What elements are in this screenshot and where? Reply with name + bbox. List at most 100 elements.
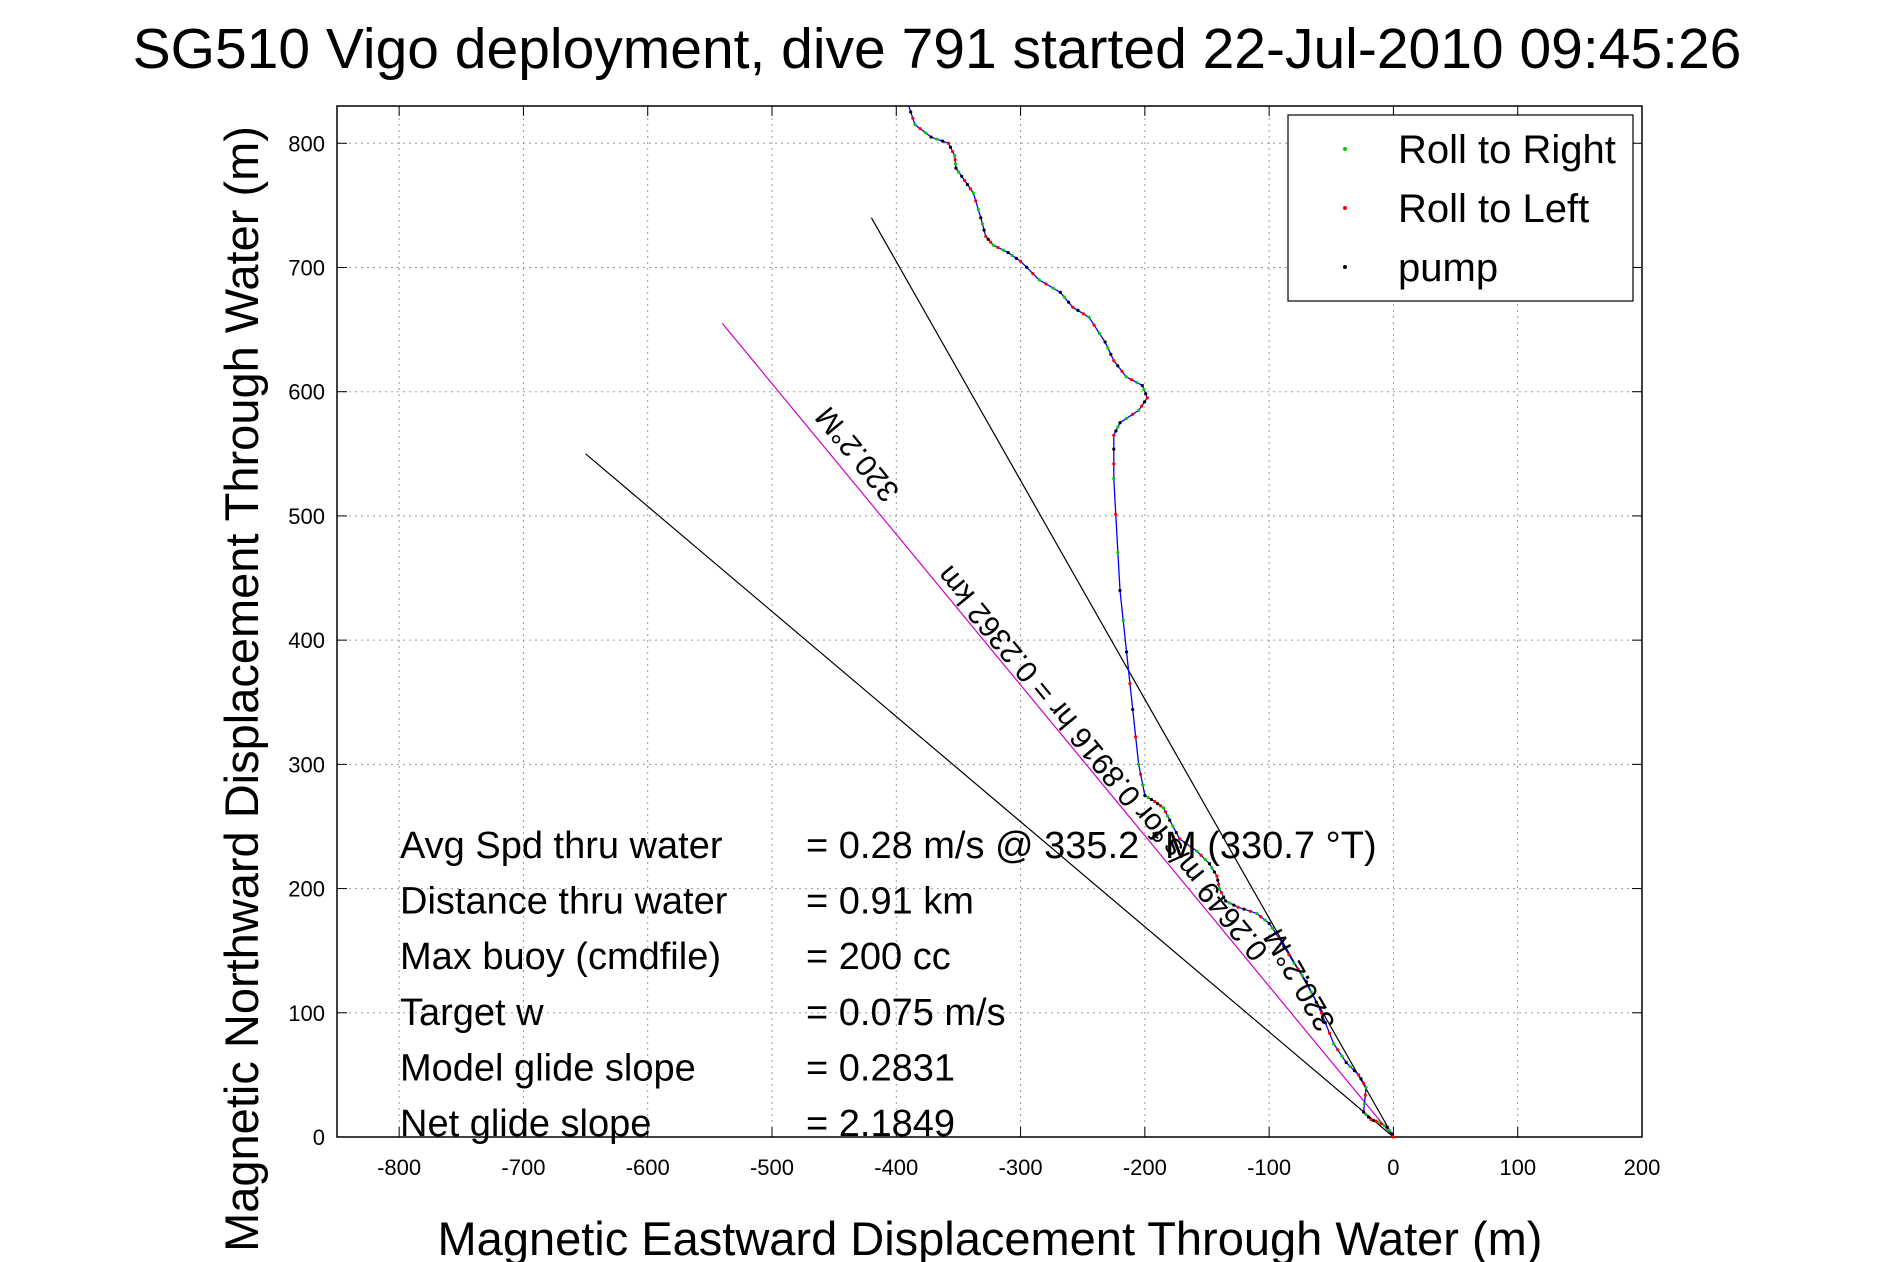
y-tick-label: 200 [288,877,325,902]
pump-marker [1118,588,1122,593]
x-tick-label: -300 [999,1155,1043,1180]
roll-left-marker [1092,323,1096,327]
pump-marker [1149,797,1154,802]
roll-left-marker [1114,512,1118,517]
roll-left-marker [1131,412,1135,416]
roll-right-marker [1010,253,1014,257]
pump-marker [986,237,990,241]
roll-left-marker [1112,433,1116,437]
roll-right-marker [1087,315,1091,319]
plot-frame [336,105,1643,1138]
roll-left-marker [1379,1122,1383,1126]
x-tick-label: -600 [626,1155,670,1180]
pump-marker [1124,650,1129,654]
x-tick-label: -500 [750,1155,794,1180]
roll-left-marker [1018,259,1023,263]
pump-marker [1207,862,1212,866]
pump-marker [1140,383,1144,388]
roll-right-marker [1228,901,1232,905]
roll-left-marker [1145,396,1149,400]
roll-right-marker [1037,278,1041,282]
roll-right-marker [1195,849,1199,853]
roll-right-marker [1124,375,1128,379]
pump-marker [979,216,983,220]
roll-left-marker [1374,1119,1378,1123]
stat-value: = 2.1849 [806,1103,955,1145]
pump-marker [1224,899,1228,903]
roll-left-marker [1259,914,1263,919]
roll-right-marker [976,207,980,211]
roll-right-marker [1124,416,1128,421]
pump-marker [1282,944,1286,948]
roll-right-marker [913,123,917,127]
roll-right-marker [1364,1112,1368,1117]
roll-left-marker [1219,890,1224,895]
stat-label: Model glide slope [400,1047,696,1089]
pump-marker [1174,830,1178,835]
roll-left-marker [1363,1093,1367,1097]
legend: Roll to Right Roll to Left pump [1287,114,1634,302]
roll-left-marker [1120,369,1124,373]
legend-label: Roll to Left [1398,187,1589,231]
stat-label: Target w [400,992,544,1034]
pump-marker [1014,256,1018,260]
pump-marker [1155,802,1160,806]
pump-marker [1103,340,1107,344]
pump-marker [1304,980,1309,984]
y-tick-label: 100 [288,1001,325,1026]
x-tick-label: -100 [1247,1155,1291,1180]
roll-right-marker [957,170,961,174]
roll-left-marker [1044,282,1048,286]
roll-right-marker [1146,795,1150,799]
heading-line [870,217,1394,1138]
reference-lines [585,217,1394,1138]
roll-left-marker [1153,800,1157,804]
pump-marker [1144,392,1148,396]
roll-right-marker [923,131,928,135]
roll-right-marker [1116,425,1120,429]
legend-marker [1343,206,1347,210]
roll-left-marker [1216,882,1221,886]
stat-label: Distance thru water [400,881,728,923]
pump-marker [929,135,933,139]
dive-statistics: Avg Spd thru water = 0.28 m/s @ 335.2 °M … [400,825,1377,1145]
roll-left-marker [950,149,955,154]
roll-right-marker [1376,1120,1381,1124]
stat-value: = 0.28 m/s @ 335.2 °M (330.7 °T) [806,825,1377,867]
roll-left-marker [1296,967,1300,971]
roll-left-marker [1357,1073,1361,1077]
x-tick-label: 0 [1387,1155,1399,1180]
roll-left-marker [1140,404,1144,408]
roll-right-marker [1292,961,1296,965]
roll-left-marker [968,187,972,191]
y-tick-label: 0 [313,1125,325,1150]
stat-label: Net glide slope [400,1103,651,1145]
chart-title: SG510 Vigo deployment, dive 791 started … [133,17,1742,81]
roll-right-marker [1255,911,1259,916]
pump-marker [909,110,913,114]
y-axis: 0 100 200 300 400 500 600 700 800 [288,131,1642,1150]
y-tick-label: 300 [288,752,325,777]
roll-right-marker [1364,1085,1368,1089]
pump-marker [960,174,964,178]
x-tick-label: 100 [1499,1155,1536,1180]
x-tick-label: -800 [377,1155,421,1180]
pump-marker [954,166,958,170]
pump-marker [1143,793,1147,798]
pump-marker [1385,1125,1389,1129]
pump-marker [1076,308,1080,313]
pump-marker [965,182,970,187]
roll-left-marker [953,158,957,162]
x-axis-label: Magnetic Eastward Displacement Through W… [438,1212,1543,1262]
glider-track [908,105,1396,1139]
roll-left-marker [1336,1048,1340,1052]
pump-marker [1352,1069,1357,1073]
stat-label: Avg Spd thru water [400,825,723,867]
pump-marker [1024,265,1029,269]
roll-left-marker [1081,312,1086,316]
roll-left-marker [996,245,1000,250]
pump-marker [940,139,945,143]
roll-right-marker [1171,824,1175,828]
y-axis-label: Magnetic Northward Displacement Through … [215,126,268,1252]
